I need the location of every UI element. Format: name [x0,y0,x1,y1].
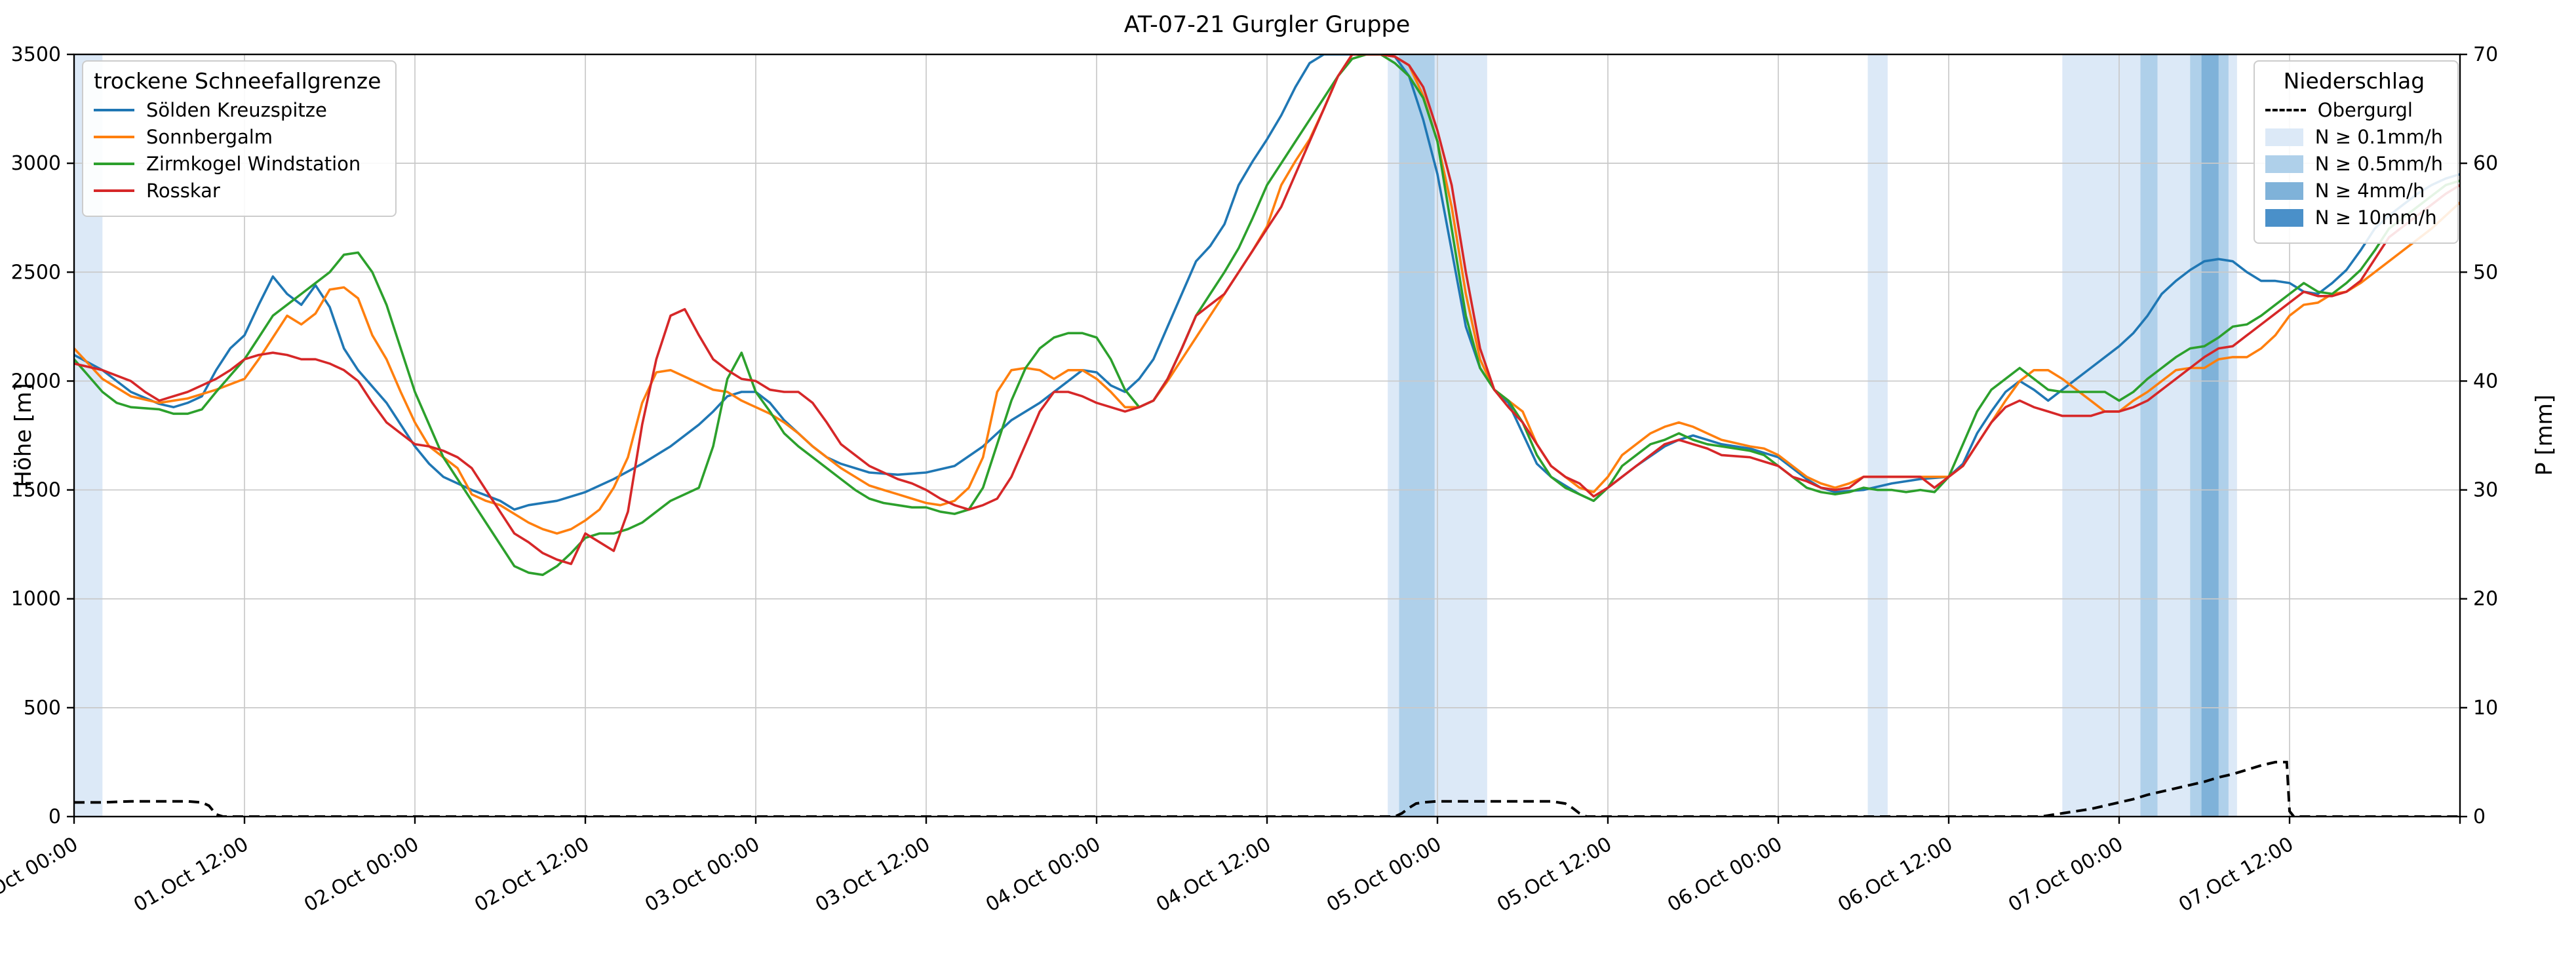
svg-text:03.Oct 00:00: 03.Oct 00:00 [641,833,764,917]
svg-text:2000: 2000 [11,370,61,393]
svg-text:03.Oct 12:00: 03.Oct 12:00 [811,833,934,917]
svg-text:40: 40 [2473,370,2498,393]
y-axis-label-left: Höhe [m] [10,383,37,488]
legend-item-zirmkogel: Zirmkogel Windstation [94,153,381,175]
legend-item-n01: N ≥ 0.1mm/h [2265,126,2443,148]
svg-text:02.Oct 12:00: 02.Oct 12:00 [471,833,593,917]
legend-label: Sölden Kreuzspitze [146,99,327,121]
svg-text:50: 50 [2473,261,2498,284]
legend-snowline: trockene Schneefallgrenze Sölden Kreuzsp… [82,60,397,217]
svg-text:500: 500 [24,697,61,720]
svg-text:2500: 2500 [11,261,61,284]
svg-text:05.Oct 00:00: 05.Oct 00:00 [1323,833,1445,917]
obergurgl-dashed-line-swatch [2265,109,2306,111]
zirmkogel-line-swatch [94,163,134,165]
legend-label: Obergurgl [2317,99,2413,121]
legend-label: Zirmkogel Windstation [146,153,361,175]
legend-label: N ≥ 0.1mm/h [2314,126,2443,148]
svg-text:01.Oct 12:00: 01.Oct 12:00 [130,833,252,917]
svg-text:3000: 3000 [11,152,61,175]
svg-text:05.Oct 12:00: 05.Oct 12:00 [1493,833,1616,917]
legend-item-sonnbergalm: Sonnbergalm [94,126,381,148]
legend-precip-title: Niederschlag [2283,68,2425,94]
legend-label: N ≥ 0.5mm/h [2314,153,2443,175]
svg-text:01.Oct 00:00: 01.Oct 00:00 [0,833,82,917]
svg-text:02.Oct 00:00: 02.Oct 00:00 [300,833,423,917]
svg-text:06.Oct 00:00: 06.Oct 00:00 [1664,833,1786,917]
svg-text:06.Oct 12:00: 06.Oct 12:00 [1834,833,1957,917]
legend-label: N ≥ 4mm/h [2314,180,2425,202]
svg-text:60: 60 [2473,152,2498,175]
sonnbergalm-line-swatch [94,136,134,138]
svg-text:1000: 1000 [11,588,61,611]
svg-text:0: 0 [2473,805,2486,828]
legend-item-obergurgl: Obergurgl [2265,99,2443,121]
precip-patch-0.1-swatch [2265,128,2303,146]
svg-text:20: 20 [2473,588,2498,611]
legend-item-n05: N ≥ 0.5mm/h [2265,153,2443,175]
svg-text:10: 10 [2473,697,2498,720]
legend-item-soelden: Sölden Kreuzspitze [94,99,381,121]
precip-patch-0.5-swatch [2265,155,2303,173]
svg-text:0: 0 [49,805,61,828]
svg-text:1500: 1500 [11,479,61,502]
svg-text:3500: 3500 [11,43,61,66]
legend-item-rosskar: Rosskar [94,180,381,202]
legend-item-n10: N ≥ 10mm/h [2265,206,2443,229]
svg-text:07.Oct 00:00: 07.Oct 00:00 [2004,833,2127,917]
chart-title: AT-07-21 Gurgler Gruppe [1123,12,1411,38]
legend-label: N ≥ 10mm/h [2314,206,2437,229]
legend-label: Sonnbergalm [146,126,273,148]
legend-label: Rosskar [146,180,220,202]
y-axis-label-right: P [mm] [2531,394,2558,476]
svg-text:30: 30 [2473,479,2498,502]
legend-precip: Niederschlag Obergurgl N ≥ 0.1mm/h N ≥ 0… [2253,60,2459,244]
rosskar-line-swatch [94,189,134,192]
svg-text:04.Oct 12:00: 04.Oct 12:00 [1152,833,1275,917]
precip-patch-10-swatch [2265,208,2303,227]
svg-text:04.Oct 00:00: 04.Oct 00:00 [982,833,1104,917]
precip-patch-4-swatch [2265,182,2303,200]
svg-text:70: 70 [2473,43,2498,66]
svg-text:07.Oct 12:00: 07.Oct 12:00 [2175,833,2297,917]
legend-item-n4: N ≥ 4mm/h [2265,180,2443,202]
soelden-line-swatch [94,109,134,111]
legend-snowline-title: trockene Schneefallgrenze [94,68,381,94]
